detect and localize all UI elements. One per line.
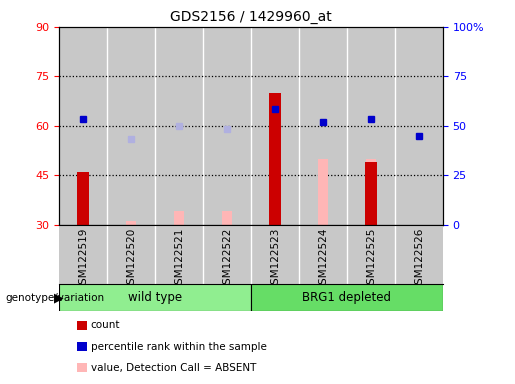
- Text: value, Detection Call = ABSENT: value, Detection Call = ABSENT: [91, 362, 256, 373]
- Bar: [77, 172, 89, 225]
- Text: ▶: ▶: [54, 291, 64, 304]
- Text: GSM122522: GSM122522: [222, 228, 232, 291]
- FancyBboxPatch shape: [59, 284, 251, 311]
- Text: count: count: [91, 320, 120, 331]
- Text: GSM122526: GSM122526: [414, 228, 424, 291]
- Bar: [269, 93, 281, 225]
- FancyBboxPatch shape: [251, 284, 443, 311]
- Bar: [174, 212, 184, 225]
- Bar: [365, 162, 377, 225]
- Text: GSM122520: GSM122520: [126, 228, 136, 291]
- Bar: [107, 27, 155, 225]
- Text: GSM122521: GSM122521: [174, 228, 184, 291]
- Text: wild type: wild type: [128, 291, 182, 304]
- Bar: [347, 27, 395, 225]
- Bar: [395, 27, 443, 225]
- Text: BRG1 depleted: BRG1 depleted: [302, 291, 391, 304]
- Title: GDS2156 / 1429960_at: GDS2156 / 1429960_at: [170, 10, 332, 25]
- Bar: [299, 27, 347, 225]
- Bar: [222, 212, 232, 225]
- Bar: [251, 27, 299, 225]
- Bar: [318, 159, 328, 225]
- Bar: [59, 27, 107, 225]
- Bar: [203, 27, 251, 225]
- Text: genotype/variation: genotype/variation: [5, 293, 104, 303]
- Bar: [366, 159, 376, 225]
- Text: GSM122524: GSM122524: [318, 228, 328, 291]
- Bar: [126, 221, 136, 225]
- Text: GSM122525: GSM122525: [366, 228, 376, 291]
- Bar: [155, 27, 203, 225]
- Text: GSM122523: GSM122523: [270, 228, 280, 291]
- Text: GSM122519: GSM122519: [78, 228, 88, 291]
- Text: percentile rank within the sample: percentile rank within the sample: [91, 341, 267, 352]
